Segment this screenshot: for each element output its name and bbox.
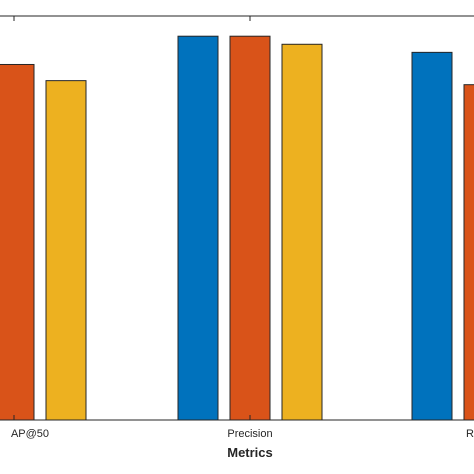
x-axis-label: Metrics (227, 445, 273, 460)
bar-series2-map-50 (0, 63, 35, 421)
x-tick-label: AP@50 (11, 428, 49, 440)
axes-layer (0, 15, 474, 421)
bar-series3-map-50 (45, 80, 87, 421)
x-tick-label: R (466, 428, 474, 440)
bar-series1-precision (177, 35, 219, 421)
bar-series2-precision (229, 35, 271, 421)
bars-layer (0, 35, 474, 421)
bar-series3-precision (281, 43, 323, 421)
bar-series1-recall (411, 51, 453, 421)
x-tick-labels: AP@50 Precision R (11, 428, 474, 440)
x-tick-label: Precision (227, 428, 272, 440)
bar-series2-recall (463, 84, 474, 421)
